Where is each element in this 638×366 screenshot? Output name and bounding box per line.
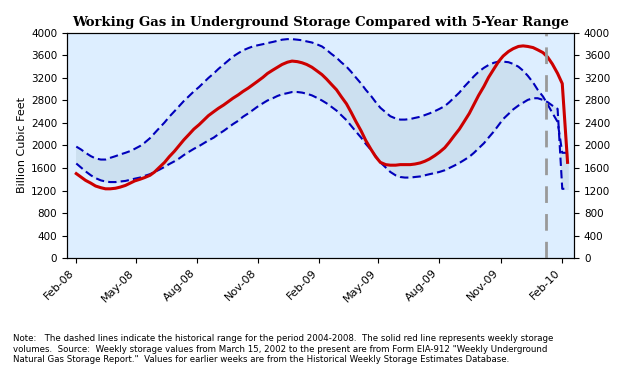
Y-axis label: Billion Cubic Feet: Billion Cubic Feet — [17, 97, 27, 194]
Text: Note:   The dashed lines indicate the historical range for the period 2004-2008.: Note: The dashed lines indicate the hist… — [13, 335, 553, 364]
Title: Working Gas in Underground Storage Compared with 5-Year Range: Working Gas in Underground Storage Compa… — [72, 16, 569, 29]
